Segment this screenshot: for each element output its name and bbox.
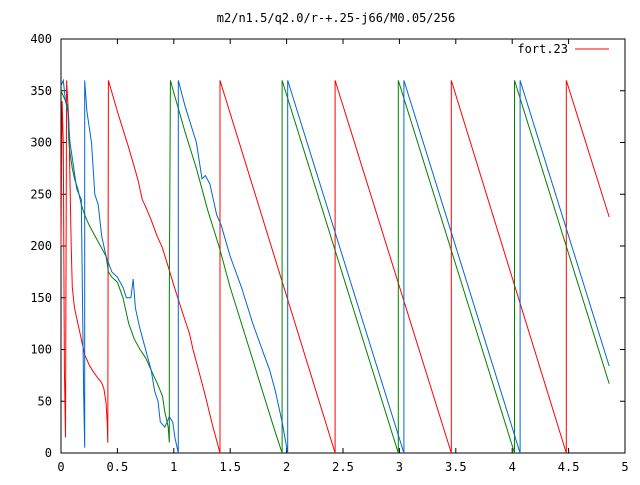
- y-tick-label: 300: [30, 136, 52, 150]
- x-tick-label: 0: [57, 460, 64, 474]
- x-axis-ticks: 0 0.5 1 1.5 2 2.5 3 3.5 4 4.5 5: [57, 39, 629, 474]
- y-tick-label: 50: [38, 394, 52, 408]
- chart-title: m2/n1.5/q2.0/r-+.25-j66/M0.05/256: [217, 11, 455, 25]
- series-line-3: [60, 78, 610, 454]
- series-layer: [60, 78, 610, 454]
- x-tick-label: 3: [396, 460, 403, 474]
- series-line-1: [60, 80, 610, 454]
- x-tick-label: 2.5: [332, 460, 354, 474]
- x-tick-label: 2: [283, 460, 290, 474]
- x-tick-label: 3.5: [445, 460, 467, 474]
- plot-frame: [60, 38, 626, 454]
- y-tick-label: 100: [30, 343, 52, 357]
- legend-label-fort-23: fort.23: [517, 42, 568, 56]
- x-tick-label: 1: [170, 460, 177, 474]
- y-tick-label: 250: [30, 187, 52, 201]
- x-tick-label: 5: [621, 460, 628, 474]
- legend: fort.23: [517, 42, 609, 56]
- y-tick-label: 400: [30, 32, 52, 46]
- x-tick-label: 4.5: [558, 460, 580, 474]
- y-tick-label: 350: [30, 84, 52, 98]
- x-tick-label: 4: [509, 460, 516, 474]
- y-tick-label: 0: [45, 446, 52, 460]
- x-tick-label: 0.5: [107, 460, 129, 474]
- y-axis-ticks: 0 50 100 150 200 250 300 350 400: [30, 32, 625, 460]
- y-tick-label: 150: [30, 291, 52, 305]
- y-tick-label: 200: [30, 239, 52, 253]
- x-tick-label: 1.5: [219, 460, 241, 474]
- series-line-2: [60, 80, 610, 454]
